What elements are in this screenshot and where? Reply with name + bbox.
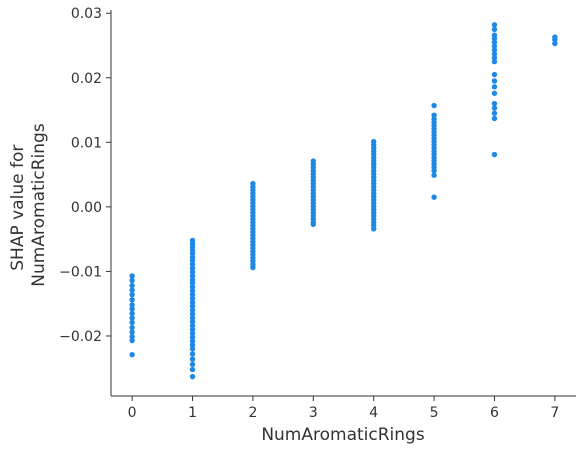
scatter-point [129,306,135,312]
y-tick-label: −0.02 [59,329,102,345]
x-tick-label: 1 [188,405,197,421]
scatter-point [491,55,498,61]
scatter-point [491,90,498,96]
scatter-point [129,329,135,335]
scatter-point [189,334,196,340]
scatter-point [129,277,135,284]
scatter-point [189,295,196,302]
scatter-point [129,310,135,317]
scatter-point [189,361,196,368]
scatter-point [189,311,196,317]
scatter-point [491,26,498,33]
scatter-point [491,78,498,84]
scatter-point [189,265,196,271]
x-axis-title: NumAromaticRings [261,425,425,445]
scatter-point [189,261,196,268]
scatter-point [370,226,377,232]
scatter-point [431,172,437,178]
y-tick-label: −0.01 [59,264,102,280]
scatter-point [431,194,437,200]
scatter-point [189,299,196,306]
y-axis-title: SHAP value for NumAromaticRings [8,123,49,287]
x-tick-label: 3 [309,405,318,421]
scatter-point [491,22,498,28]
scatter-point [129,287,135,293]
scatter-point [431,112,437,118]
scatter-point [129,315,135,321]
y-axis-title-line-1: SHAP value for [8,145,28,271]
scatter-points [129,22,558,380]
x-axis-ticks: 0 1 2 3 4 5 6 7 [128,396,559,421]
scatter-point [491,151,498,158]
scatter-point [129,333,135,340]
scatter-point [189,342,196,348]
x-tick-label: 4 [369,405,378,421]
scatter-point [552,40,558,47]
scatter-point [310,221,317,228]
scatter-point [189,291,196,298]
scatter-point [129,282,135,289]
scatter-point [189,319,196,325]
scatter-point [189,269,196,275]
y-tick-label: 0.03 [71,6,102,22]
scatter-point [129,297,135,303]
y-tick-label: 0.00 [71,200,102,216]
scatter-point [491,35,498,42]
scatter-point [189,273,196,279]
scatter-point [189,307,196,313]
scatter-point [189,303,196,309]
scatter-point [491,71,498,78]
scatter-point [491,110,498,116]
scatter-point [189,250,196,257]
scatter-point [250,264,256,271]
scatter-point [491,105,498,111]
scatter-point [129,324,135,331]
scatter-point [189,366,196,373]
scatter-point [129,337,135,344]
x-tick-label: 0 [128,405,137,421]
scatter-point [491,100,498,107]
scatter-point [129,302,135,308]
scatter-point [189,257,196,264]
scatter-point [189,356,196,362]
scatter-point [491,43,498,49]
scatter-point [189,346,196,352]
scatter-point [431,168,437,174]
scatter-point [189,330,196,337]
scatter-point [491,51,498,57]
scatter-point [491,84,498,90]
scatter-point [189,338,196,344]
scatter-point [491,39,498,45]
scatter-point [189,288,196,294]
y-tick-label: 0.01 [71,135,102,151]
scatter-point [431,102,437,109]
scatter-point [189,326,196,333]
x-tick-label: 6 [490,405,499,421]
scatter-point [129,351,135,358]
scatter-point [491,115,498,122]
y-axis-title-line-2: NumAromaticRings [29,123,49,287]
scatter-point [129,291,135,298]
scatter-point [129,319,135,326]
scatter-point [491,47,498,53]
scatter-point [189,315,196,321]
x-tick-label: 2 [248,405,257,421]
scatter-point [129,273,135,279]
scatter-point [189,322,196,329]
scatter-point [189,280,196,286]
y-axis-ticks: −0.02 −0.01 0.00 0.01 0.02 0.03 [59,6,111,345]
scatter-point [189,351,196,357]
y-tick-label: 0.02 [71,71,102,87]
scatter-point [189,284,196,290]
scatter-point [491,58,498,65]
x-tick-label: 7 [550,405,559,421]
scatter-point [189,373,196,380]
scatter-point [552,36,558,43]
x-tick-label: 5 [430,405,439,421]
